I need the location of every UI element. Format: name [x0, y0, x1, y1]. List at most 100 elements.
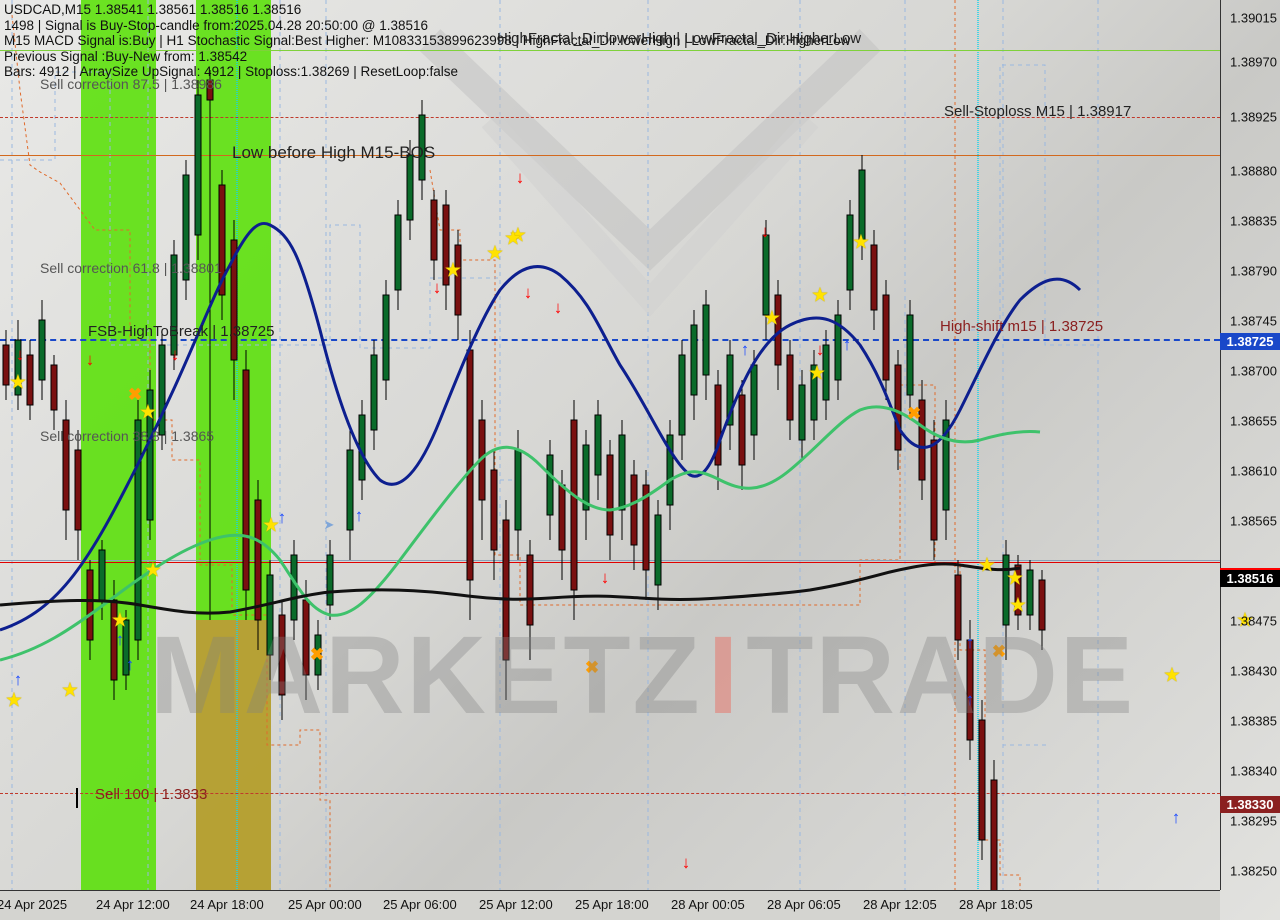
label-high-shift-m15: High-shift m15 | 1.38725 [940, 318, 1103, 335]
time-tick: 25 Apr 06:00 [383, 897, 457, 912]
marker-arrow-up: ↑ [843, 335, 852, 355]
marker-arrow-down: ↓ [524, 283, 533, 303]
m15-bos-line [0, 155, 1220, 156]
gridlines-svg [0, 0, 1280, 920]
marker-x: ✖ [585, 658, 599, 678]
marker-arrow-up: ↑ [966, 690, 975, 710]
marker-star: ★ [486, 241, 504, 266]
marker-arrow-down: ↓ [86, 350, 95, 370]
label-sell-correction-388: Sell correction 38.8 | 1.3865 [40, 428, 214, 444]
marker-star: ★ [509, 223, 527, 248]
marker-arrow-up: ↑ [14, 670, 23, 690]
marker-star: ★ [111, 608, 129, 633]
time-tick: 25 Apr 12:00 [479, 897, 553, 912]
price-tick: 1.38430 [1230, 664, 1277, 679]
current-price-gray-line [0, 560, 1220, 561]
label-sell-correction-618: Sell correction 61.8 | 1.38801 [40, 260, 222, 276]
price-tick: 1.38700 [1230, 364, 1277, 379]
time-tick: 28 Apr 00:05 [671, 897, 745, 912]
marker-star: ★ [61, 678, 79, 703]
price-tick: 1.38880 [1230, 164, 1277, 179]
highlight-band-1 [81, 0, 156, 890]
marker-arrow-up: ↑ [741, 340, 750, 360]
marker-arrow-up: ↑ [1172, 808, 1181, 828]
label-sell-stoploss-m15: Sell-Stoploss M15 | 1.38917 [944, 103, 1131, 120]
current-price-red-line [0, 562, 1220, 563]
label-sell-100: Sell 100 | 1.3833 [95, 786, 207, 803]
marker-star: ★ [808, 361, 826, 386]
time-axis[interactable]: 24 Apr 2025 24 Apr 12:00 24 Apr 18:00 25… [0, 890, 1220, 920]
ma-black-line [0, 564, 1020, 613]
watermark-text-1: MARKETZ [150, 612, 702, 739]
chart-cursor-marker [76, 788, 78, 808]
time-tick: 28 Apr 12:05 [863, 897, 937, 912]
indicator-info-overlay: USDCAD,M15 1.38541 1.38561 1.38516 1.385… [4, 2, 850, 80]
marker-star: ★ [1009, 593, 1027, 618]
marker-x: ✖ [992, 642, 1006, 662]
price-tick: 1.38295 [1230, 814, 1277, 829]
marker-arrow-down: ↓ [761, 222, 770, 242]
price-tick-sell100: 1.38330 [1220, 796, 1280, 813]
price-tick: 1.39015 [1230, 11, 1277, 26]
brand-chevron-icon [430, 40, 870, 250]
marker-arrow-up: ↑ [966, 633, 975, 653]
price-tick: 1.38385 [1230, 714, 1277, 729]
marker-star: ★ [144, 558, 162, 583]
label-fsb-high-to-break: FSB-HighToBreak | 1.38725 [88, 323, 275, 340]
marker-arrow-down: ↓ [16, 345, 25, 365]
marker-x: ✖ [310, 645, 324, 665]
time-tick: 24 Apr 12:00 [96, 897, 170, 912]
price-tick: 1.38475 [1230, 614, 1277, 629]
price-tick: 1.38610 [1230, 464, 1277, 479]
marker-x: ✖ [128, 385, 142, 405]
marker-star: ★ [978, 553, 996, 578]
sell-100-line [0, 793, 1220, 794]
price-tick: 1.38655 [1230, 414, 1277, 429]
price-tick: 1.38745 [1230, 314, 1277, 329]
time-tick: 24 Apr 18:00 [190, 897, 264, 912]
marker-arrow-up: ↑ [278, 508, 287, 528]
time-tick: 28 Apr 06:05 [767, 897, 841, 912]
marker-chevron: ➤ [324, 517, 335, 533]
info-line-signal: 1498 | Signal is Buy-Stop-candle from:20… [4, 18, 850, 34]
marker-star: ★ [444, 258, 462, 283]
price-tick: 1.38790 [1230, 264, 1277, 279]
highlight-band-3 [196, 620, 271, 890]
price-tick-highlighted-m15: 1.38725 [1220, 333, 1280, 350]
time-tick: 25 Apr 18:00 [575, 897, 649, 912]
marker-star: ★ [1163, 663, 1181, 688]
sell-stoploss-line [0, 117, 1220, 118]
marker-star: ★ [1006, 566, 1024, 591]
price-tick-current: 1.38516 [1220, 568, 1280, 587]
info-line-previous: Previous Signal :Buy-New from: 1.38542 [4, 49, 850, 65]
marker-star: ★ [139, 400, 157, 425]
marker-arrow-down: ↓ [516, 168, 525, 188]
high-shift-m15-line [0, 339, 1220, 341]
marker-star: ★ [262, 513, 280, 538]
ma-blue-line [0, 223, 1080, 630]
price-axis[interactable]: 1.39015 1.38970 1.38925 1.38880 1.38835 … [1220, 0, 1280, 890]
ma-green-line [0, 407, 1040, 660]
time-tick: 28 Apr 18:05 [959, 897, 1033, 912]
marker-arrow-up: ↑ [355, 506, 364, 526]
marker-x: ✖ [907, 404, 921, 424]
marker-arrow-down: ↓ [601, 568, 610, 588]
label-sell-correction-875: Sell correction 87.5 | 1.38986 [40, 76, 222, 92]
time-tick: 25 Apr 00:00 [288, 897, 362, 912]
marker-arrow-down: ↓ [171, 345, 180, 365]
info-line-bars: Bars: 4912 | ArraySize UpSignal: 4912 | … [4, 64, 850, 80]
marker-star: ★ [811, 283, 829, 308]
marker-arrow-down: ↓ [433, 278, 442, 298]
price-tick: 1.38970 [1230, 55, 1277, 70]
price-tick: 1.38565 [1230, 514, 1277, 529]
brand-chevron-icon-2 [490, 120, 810, 300]
marker-star: ★ [763, 306, 781, 331]
price-tick: 1.38250 [1230, 864, 1277, 879]
marker-star: ★ [852, 230, 870, 255]
price-tick: 1.38835 [1230, 214, 1277, 229]
label-low-before-high: Low before High M15-BOS [232, 143, 435, 163]
time-tick: 24 Apr 2025 [0, 897, 67, 912]
info-line-macd: M15 MACD Signal is:Buy | H1 Stochastic S… [4, 33, 850, 49]
watermark-accent: I [708, 612, 741, 739]
marker-arrow-up: ↑ [116, 630, 125, 650]
